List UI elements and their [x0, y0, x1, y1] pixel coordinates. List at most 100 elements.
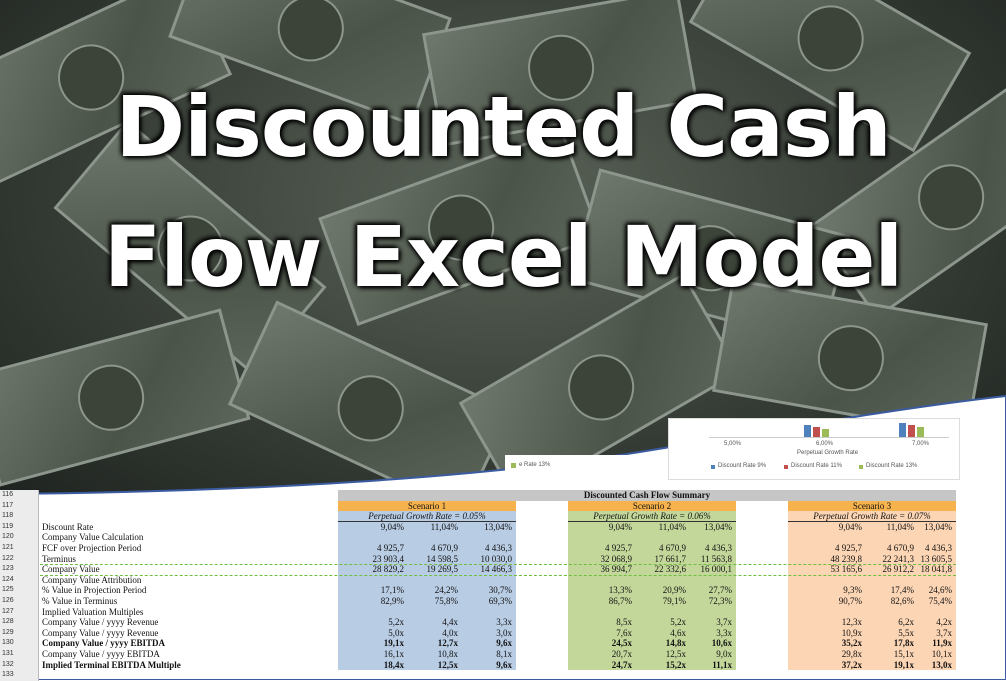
row-label: Terminus: [42, 553, 76, 564]
value-cell: 79,1%: [662, 596, 686, 606]
value-cell: 9,04%: [608, 521, 632, 532]
value-cell: 4 670,9: [431, 543, 458, 553]
value-cell: 24,2%: [434, 585, 458, 596]
value-cell: 90,7%: [838, 596, 862, 606]
value-cell: 4 436,3: [485, 543, 512, 553]
scenario-header-band: [788, 500, 956, 512]
value-cell: 6,2x: [898, 617, 914, 628]
value-cell: 69,3%: [488, 596, 512, 606]
x-label: 5,00%: [724, 441, 742, 447]
value-cell: 75,8%: [434, 596, 458, 606]
value-cell: 10,9x: [841, 627, 862, 638]
bar: [813, 427, 820, 437]
value-cell: 86,7%: [608, 596, 632, 606]
value-cell: 9,3%: [843, 585, 862, 596]
value-cell: 4 925,7: [377, 543, 404, 553]
value-cell: 4 925,7: [605, 543, 632, 553]
value-cell: 14 466,3: [480, 564, 513, 575]
scenario-column: [338, 511, 516, 671]
row-number: 122: [2, 554, 14, 562]
highlight-line: [40, 564, 956, 566]
value-cell: 17,8x: [893, 638, 914, 649]
row-number: 133: [2, 671, 14, 679]
row-number: 117: [2, 501, 14, 509]
row-label: Company Value: [42, 564, 100, 575]
scenario-header-band: [568, 500, 736, 512]
bar: [899, 423, 906, 437]
value-cell: 16,1x: [383, 649, 404, 659]
value-cell: 19 269,5: [426, 564, 459, 575]
value-cell: 17,1%: [380, 585, 404, 596]
value-cell: 11,1x: [712, 659, 732, 670]
value-cell: 4,6x: [670, 627, 686, 638]
value-cell: 19,1x: [383, 638, 404, 649]
row-label: Implied Terminal EBITDA Multiple: [42, 659, 181, 670]
value-cell: 12,3x: [841, 617, 862, 628]
scenario-growth: Perpetual Growth Rate = 0.07%: [788, 511, 956, 522]
row-number: 120: [2, 533, 14, 541]
row-label: Discount Rate: [42, 521, 94, 532]
legend-swatch: [711, 465, 715, 469]
scenario-growth: Perpetual Growth Rate = 0.05%: [338, 511, 516, 522]
row-label: Company Value / yyyy Revenue: [42, 627, 159, 638]
legend-swatch: [511, 463, 516, 468]
value-cell: 5,0x: [388, 627, 404, 638]
row-number: 119: [2, 522, 14, 530]
value-cell: 18,4x: [383, 659, 404, 670]
value-cell: 13,04%: [924, 521, 952, 532]
axis-title: Perpetual Growth Rate: [797, 450, 859, 456]
scenario-name: Scenario 3: [852, 500, 892, 511]
value-cell: 4,0x: [442, 627, 458, 638]
scenario-name: Scenario 2: [632, 500, 672, 511]
row-number: 128: [2, 618, 14, 626]
row-label: Company Value Attribution: [42, 574, 142, 585]
row-number: 121: [2, 544, 14, 551]
legend-swatch: [859, 465, 863, 469]
row-number: 127: [2, 607, 14, 615]
value-cell: 4 925,7: [835, 543, 862, 553]
value-cell: 10 030,0: [480, 553, 513, 564]
summary-title-band: [338, 490, 956, 501]
value-cell: 4,4x: [442, 617, 458, 628]
row-number: 118: [2, 512, 14, 520]
value-cell: 75,4%: [928, 596, 952, 606]
value-cell: 15,1x: [893, 649, 914, 659]
value-cell: 13,3%: [608, 585, 632, 596]
row-label: Company Value / yyyy EBITDA: [42, 638, 166, 649]
row-number: 131: [2, 650, 14, 657]
value-cell: 72,3%: [708, 596, 732, 606]
value-cell: 7,6x: [616, 627, 632, 638]
value-cell: 12,5x: [437, 659, 458, 670]
value-cell: 20,7x: [611, 649, 632, 659]
value-cell: 10,8x: [437, 649, 458, 659]
x-label: 6,00%: [816, 441, 834, 447]
value-cell: 11,9x: [932, 638, 952, 649]
row-number: 132: [2, 660, 14, 668]
value-cell: 37,2x: [841, 659, 862, 670]
value-cell: 4 436,3: [705, 543, 732, 553]
legend-label: Discount Rate 11%: [791, 463, 842, 469]
value-cell: 9,6x: [496, 638, 512, 649]
value-cell: 14 598,5: [426, 553, 459, 564]
value-cell: 24,5x: [611, 638, 632, 649]
value-cell: 35,2x: [841, 638, 862, 649]
value-cell: 15,2x: [665, 659, 686, 670]
value-cell: 3,0x: [496, 627, 512, 638]
value-cell: 17 661,7: [654, 553, 687, 564]
value-cell: 9,04%: [838, 521, 862, 532]
value-cell: 19,1x: [893, 659, 914, 670]
value-cell: 10,1x: [931, 649, 952, 659]
chart-card: e Rate 13%: [505, 455, 655, 477]
value-cell: 27,7%: [708, 585, 732, 596]
value-cell: 11,04%: [658, 521, 686, 532]
value-cell: 16 000,1: [700, 564, 733, 575]
value-cell: 4 670,9: [887, 543, 914, 553]
title-line: Discounted Cash: [115, 78, 891, 176]
legend-label: Discount Rate 13%: [866, 463, 918, 469]
value-cell: 3,3x: [496, 617, 512, 628]
value-cell: 11,04%: [886, 521, 914, 532]
value-cell: 14,8x: [665, 638, 686, 649]
row-number: 129: [2, 628, 14, 636]
row-number: 124: [2, 575, 14, 583]
value-cell: 22 332,6: [654, 564, 687, 575]
